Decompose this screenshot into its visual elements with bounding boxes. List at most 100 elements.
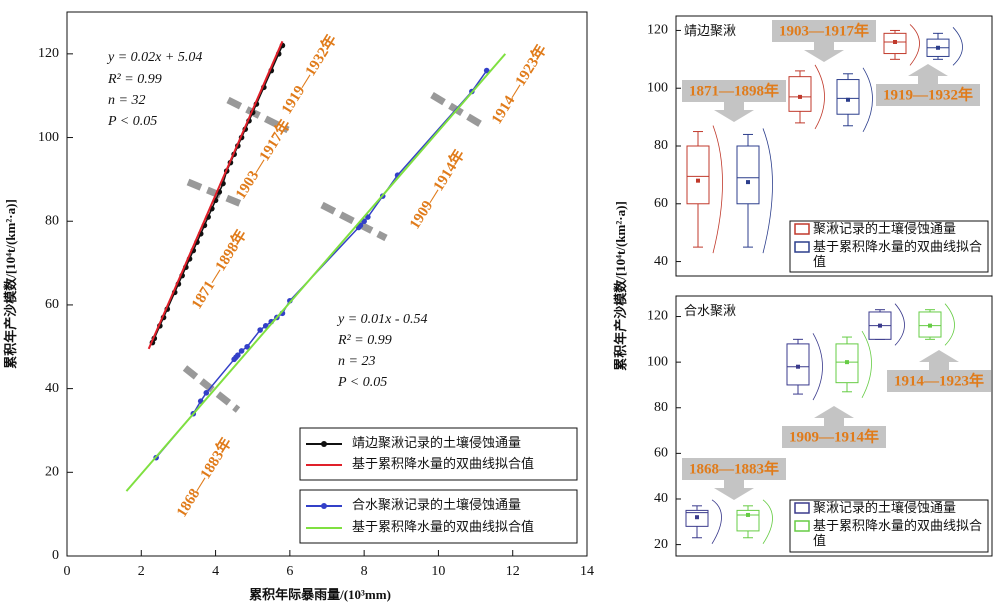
legend-swatch <box>794 502 810 514</box>
data-point <box>365 214 371 220</box>
callout-box <box>682 458 786 480</box>
legend-label-box: 基于累积降水量的双曲线拟合值 <box>813 518 983 548</box>
y-tick-label: 100 <box>38 130 59 145</box>
annotation: P < 0.05 <box>107 114 157 129</box>
legend-label-box: 基于累积降水量的双曲线拟合值 <box>813 239 983 269</box>
callout-box <box>782 426 886 448</box>
distribution-curve <box>762 499 773 544</box>
legend-swatch <box>794 223 810 235</box>
data-point <box>203 390 210 396</box>
legend-marker <box>321 441 327 447</box>
mean <box>746 512 750 517</box>
mean <box>878 323 882 328</box>
period-label: 1919—1932年 <box>277 31 340 117</box>
y-tick-label: 60 <box>45 297 59 312</box>
category-label: 1914—1923年 <box>894 371 984 389</box>
mean <box>893 40 897 44</box>
plot-frame <box>66 11 588 557</box>
legend-label: 基于累积降水量的双曲线拟合值 <box>352 456 534 471</box>
box <box>836 79 860 115</box>
annotation: y = 0.01x - 0.54 <box>336 312 428 327</box>
separator <box>182 365 241 413</box>
annotation: n = 32 <box>108 93 145 108</box>
distribution-curve <box>862 67 873 132</box>
y-tick-label: 20 <box>45 465 59 480</box>
box <box>788 76 812 112</box>
y-tick-label: 40 <box>654 491 668 506</box>
y-tick-label: 120 <box>647 309 668 324</box>
legend-label: 靖边聚湫记录的土壤侵蚀通量 <box>352 435 521 450</box>
annotation: R² = 0.99 <box>107 72 162 87</box>
x-tick-label: 12 <box>506 564 520 579</box>
y-tick-label: 60 <box>654 446 668 461</box>
distribution-curve <box>894 303 905 346</box>
box <box>686 145 710 205</box>
mean <box>845 360 849 365</box>
y-tick-label: 80 <box>654 400 668 415</box>
box <box>786 343 810 386</box>
y-tick-label: 100 <box>647 80 668 95</box>
legend-label: 聚湫记录的土壤侵蚀通量 <box>813 221 957 236</box>
legend-swatch <box>794 241 810 253</box>
x-tick-label: 10 <box>431 564 445 579</box>
box <box>736 145 760 205</box>
annotation: P < 0.05 <box>337 375 387 390</box>
legend-box <box>299 489 578 544</box>
distribution-curve <box>711 499 722 544</box>
callout-arrow <box>908 64 948 84</box>
category-label: 1871—1898年 <box>689 81 779 99</box>
x-tick-label: 6 <box>286 564 293 579</box>
callout-box <box>682 80 786 102</box>
category-label: 1868—1883年 <box>689 459 779 477</box>
data-point <box>244 343 250 350</box>
x-axis-label: 累积年际暴雨量/(10³mm) <box>249 587 391 602</box>
callout-box <box>772 20 876 42</box>
data-point <box>238 348 245 354</box>
distribution-curve <box>952 27 963 66</box>
mean <box>695 515 699 520</box>
period-label: 1903—1917年 <box>231 116 294 202</box>
mean <box>696 178 700 183</box>
x-tick-label: 4 <box>212 564 219 579</box>
category-label: 1919—1932年 <box>883 85 973 103</box>
y-tick-label: 40 <box>654 254 668 269</box>
data-point <box>483 67 490 74</box>
annotation: R² = 0.99 <box>337 333 392 348</box>
legend-label: 基于累积降水量的双曲线拟合值 <box>352 519 534 534</box>
legend-label: 基于累积降水量的双曲线拟合值 <box>813 239 983 269</box>
mean <box>928 323 932 328</box>
distribution-curve <box>812 333 823 401</box>
x-tick-label: 8 <box>361 564 368 579</box>
legend-swatch <box>794 520 810 532</box>
callout-arrow <box>804 42 844 62</box>
callout-arrow <box>714 102 754 122</box>
callout-box <box>887 370 991 392</box>
panel-title: 合水聚湫 <box>684 303 736 318</box>
legend-label-box: 聚湫记录的土壤侵蚀通量 <box>813 500 957 515</box>
mean <box>846 97 850 102</box>
callout-arrow <box>814 406 854 426</box>
annotation: y = 0.02x + 5.04 <box>106 50 202 65</box>
mean <box>936 45 940 50</box>
legend-label: 合水聚湫记录的土壤侵蚀通量 <box>352 497 521 512</box>
legend-label: 基于累积降水量的双曲线拟合值 <box>813 518 983 548</box>
callout-arrow <box>919 350 959 370</box>
distribution-curve <box>909 24 920 66</box>
panel-title: 靖边聚湫 <box>684 23 736 38</box>
callout-box <box>876 84 980 106</box>
callout-arrow <box>714 480 754 500</box>
distribution-curve <box>762 128 773 254</box>
separator <box>226 96 290 134</box>
legend-label: 聚湫记录的土壤侵蚀通量 <box>813 500 957 515</box>
series-line <box>147 40 284 350</box>
y-tick-label: 120 <box>38 46 59 61</box>
mean <box>796 364 800 369</box>
y-tick-label: 20 <box>654 537 668 552</box>
legend-box <box>789 220 989 273</box>
y-axis-label: 累积年产沙模数/[10⁴t/(km²·a)] <box>3 199 18 369</box>
series-line <box>125 53 507 492</box>
data-point <box>257 327 263 333</box>
legend-marker <box>321 503 327 509</box>
x-tick-label: 2 <box>138 564 145 579</box>
